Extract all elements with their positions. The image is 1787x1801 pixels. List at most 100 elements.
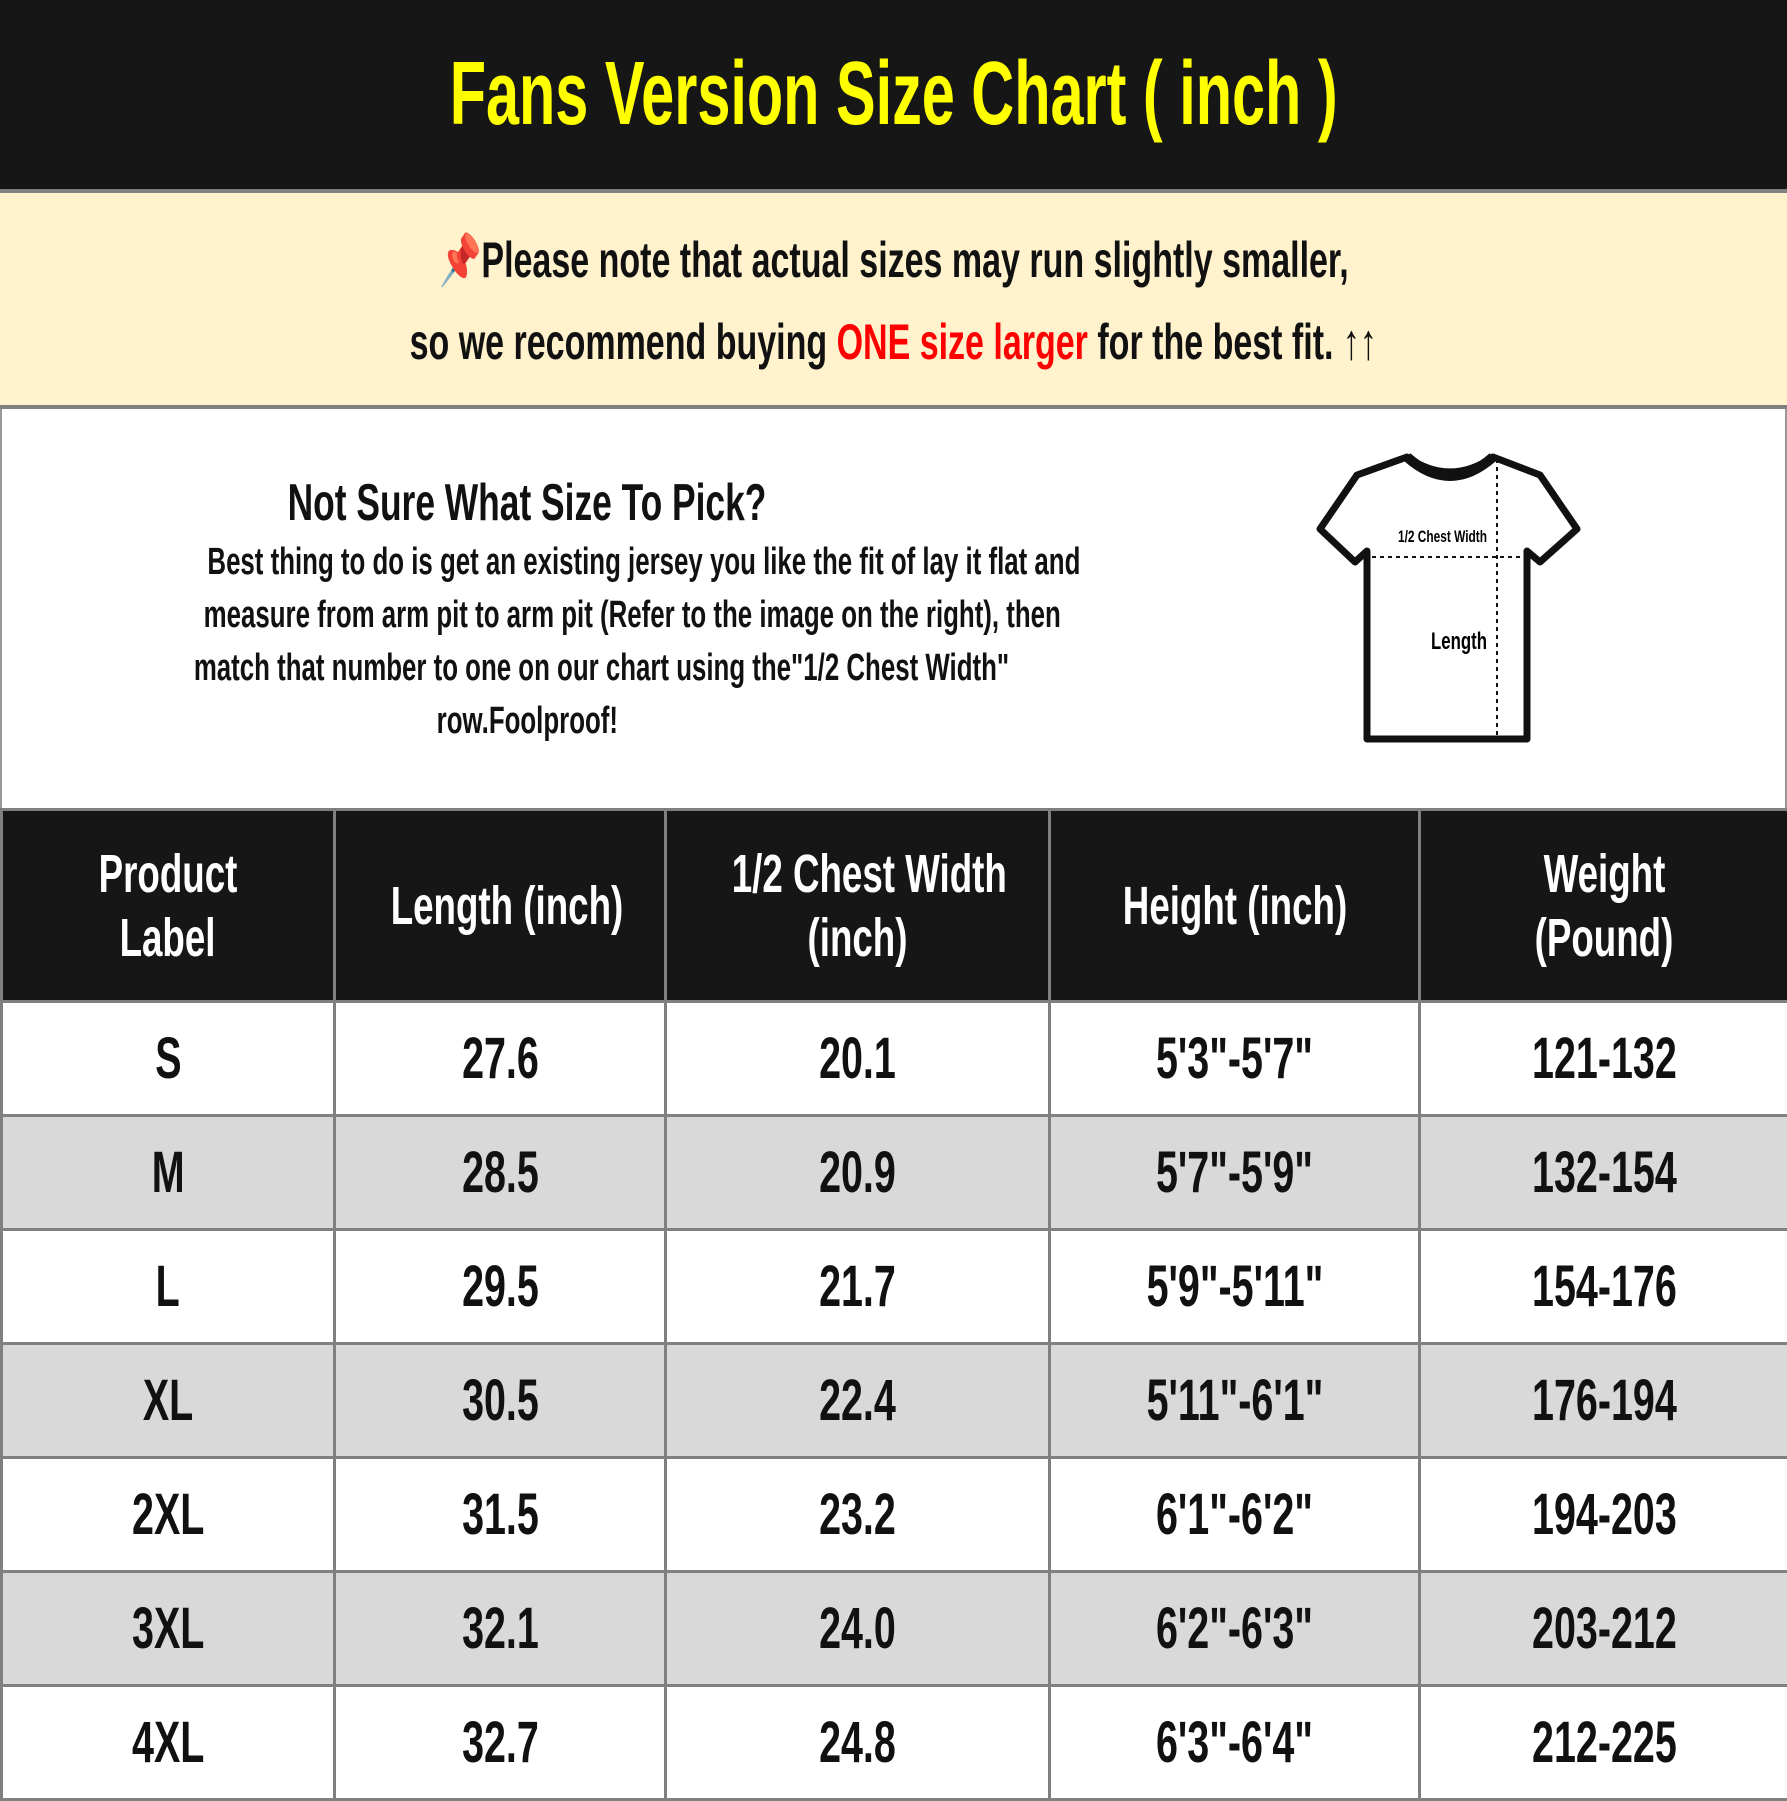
cell-value: 29.5	[462, 1253, 539, 1320]
cell-value: 30.5	[462, 1367, 539, 1434]
cell-value: 21.7	[819, 1253, 896, 1320]
help-heading: Not Sure What Size To Pick?	[2, 473, 1052, 533]
cell-value: 20.9	[819, 1139, 896, 1206]
table-cell: 6'3"-6'4"	[1050, 1686, 1420, 1800]
cell-value: 27.6	[462, 1025, 539, 1092]
help-line: match that number to one on our chart us…	[2, 647, 1052, 690]
table-row: 3XL 32.1 24.0 6'2"-6'3" 203-212	[2, 1572, 1787, 1686]
cell-value: 132-154	[1532, 1139, 1677, 1206]
table-row: XL 30.5 22.4 5'11"-6'1" 176-194	[2, 1344, 1787, 1458]
table-cell: 22.4	[666, 1344, 1050, 1458]
column-header: 1/2 Chest Width(inch)	[666, 810, 1050, 1002]
table-cell: 212-225	[1420, 1686, 1787, 1800]
cell-value: XL	[143, 1367, 193, 1434]
table-cell: 4XL	[2, 1686, 335, 1800]
table-cell: XL	[2, 1344, 335, 1458]
table-cell: 30.5	[335, 1344, 666, 1458]
table-cell: 24.0	[666, 1572, 1050, 1686]
table-cell: 6'2"-6'3"	[1050, 1572, 1420, 1686]
cell-value: 6'2"-6'3"	[1156, 1595, 1313, 1662]
cell-value: 20.1	[819, 1025, 896, 1092]
table-row: L 29.5 21.7 5'9"-5'11" 154-176	[2, 1230, 1787, 1344]
table-cell: 32.1	[335, 1572, 666, 1686]
table-cell: 6'1"-6'2"	[1050, 1458, 1420, 1572]
cell-value: 212-225	[1532, 1709, 1677, 1776]
note-highlight: ONE size larger	[837, 314, 1088, 370]
table-cell: 176-194	[1420, 1344, 1787, 1458]
cell-value: 5'7"-5'9"	[1156, 1139, 1313, 1206]
table-cell: 2XL	[2, 1458, 335, 1572]
column-header-text: Label	[120, 906, 216, 970]
table-cell: 28.5	[335, 1116, 666, 1230]
cell-value: 6'3"-6'4"	[1156, 1709, 1313, 1776]
table-cell: 23.2	[666, 1458, 1050, 1572]
size-help-section: Not Sure What Size To Pick? Best thing t…	[0, 409, 1787, 808]
cell-value: 32.1	[462, 1595, 539, 1662]
up-arrows-icon: ↑↑	[1343, 314, 1377, 370]
chart-title-bar: Fans Version Size Chart ( inch )	[0, 0, 1787, 193]
note-line-2-post: for the best fit.	[1088, 314, 1334, 370]
pushpin-icon: 📌	[439, 232, 481, 288]
cell-value: 5'9"-5'11"	[1146, 1253, 1323, 1320]
table-cell: L	[2, 1230, 335, 1344]
table-cell: 132-154	[1420, 1116, 1787, 1230]
note-line-2-pre: so we recommend buying	[410, 314, 837, 370]
column-header-text: 1/2 Chest Width	[732, 842, 1007, 906]
column-header-text: Length (inch)	[391, 874, 624, 938]
column-header: Weight(Pound)	[1420, 810, 1787, 1002]
cell-value: 2XL	[132, 1481, 204, 1548]
cell-value: 28.5	[462, 1139, 539, 1206]
cell-value: 22.4	[819, 1367, 896, 1434]
sizing-note: 📌Please note that actual sizes may run s…	[0, 193, 1787, 409]
cell-value: 32.7	[462, 1709, 539, 1776]
table-cell: 21.7	[666, 1230, 1050, 1344]
cell-value: 203-212	[1532, 1595, 1677, 1662]
table-cell: 24.8	[666, 1686, 1050, 1800]
table-cell: 203-212	[1420, 1572, 1787, 1686]
cell-value: 24.0	[819, 1595, 896, 1662]
column-header-text: (Pound)	[1535, 906, 1674, 970]
chart-title: Fans Version Size Chart ( inch )	[450, 43, 1338, 146]
table-cell: 194-203	[1420, 1458, 1787, 1572]
table-cell: 5'3"-5'7"	[1050, 1002, 1420, 1116]
cell-value: 23.2	[819, 1481, 896, 1548]
column-header-text: (inch)	[808, 906, 908, 970]
table-cell: 121-132	[1420, 1002, 1787, 1116]
cell-value: 154-176	[1532, 1253, 1677, 1320]
table-row: S 27.6 20.1 5'3"-5'7" 121-132	[2, 1002, 1787, 1116]
column-header: Height (inch)	[1050, 810, 1420, 1002]
table-cell: 154-176	[1420, 1230, 1787, 1344]
table-cell: 32.7	[335, 1686, 666, 1800]
table-cell: 3XL	[2, 1572, 335, 1686]
cell-value: 5'11"-6'1"	[1146, 1367, 1323, 1434]
table-cell: 29.5	[335, 1230, 666, 1344]
cell-value: 3XL	[132, 1595, 204, 1662]
cell-value: 6'1"-6'2"	[1156, 1481, 1313, 1548]
tshirt-measurement-diagram: 1/2 Chest Width Length	[1315, 447, 1585, 747]
table-cell: 20.9	[666, 1116, 1050, 1230]
column-header: Length (inch)	[335, 810, 666, 1002]
length-label: Length	[1431, 628, 1487, 655]
chest-width-label: 1/2 Chest Width	[1398, 528, 1487, 547]
note-line-1: Please note that actual sizes may run sl…	[481, 232, 1348, 288]
table-cell: 5'7"-5'9"	[1050, 1116, 1420, 1230]
table-cell: S	[2, 1002, 335, 1116]
table-cell: 20.1	[666, 1002, 1050, 1116]
cell-value: S	[155, 1025, 181, 1092]
help-line: Best thing to do is get an existing jers…	[2, 541, 1052, 584]
cell-value: L	[156, 1253, 180, 1320]
cell-value: 121-132	[1532, 1025, 1677, 1092]
cell-value: 4XL	[132, 1709, 204, 1776]
cell-value: 24.8	[819, 1709, 896, 1776]
table-cell: 5'11"-6'1"	[1050, 1344, 1420, 1458]
table-cell: 27.6	[335, 1002, 666, 1116]
table-cell: 5'9"-5'11"	[1050, 1230, 1420, 1344]
help-line: row.Foolproof!	[2, 700, 1052, 743]
cell-value: 194-203	[1532, 1481, 1677, 1548]
column-header-text: Product	[99, 842, 238, 906]
